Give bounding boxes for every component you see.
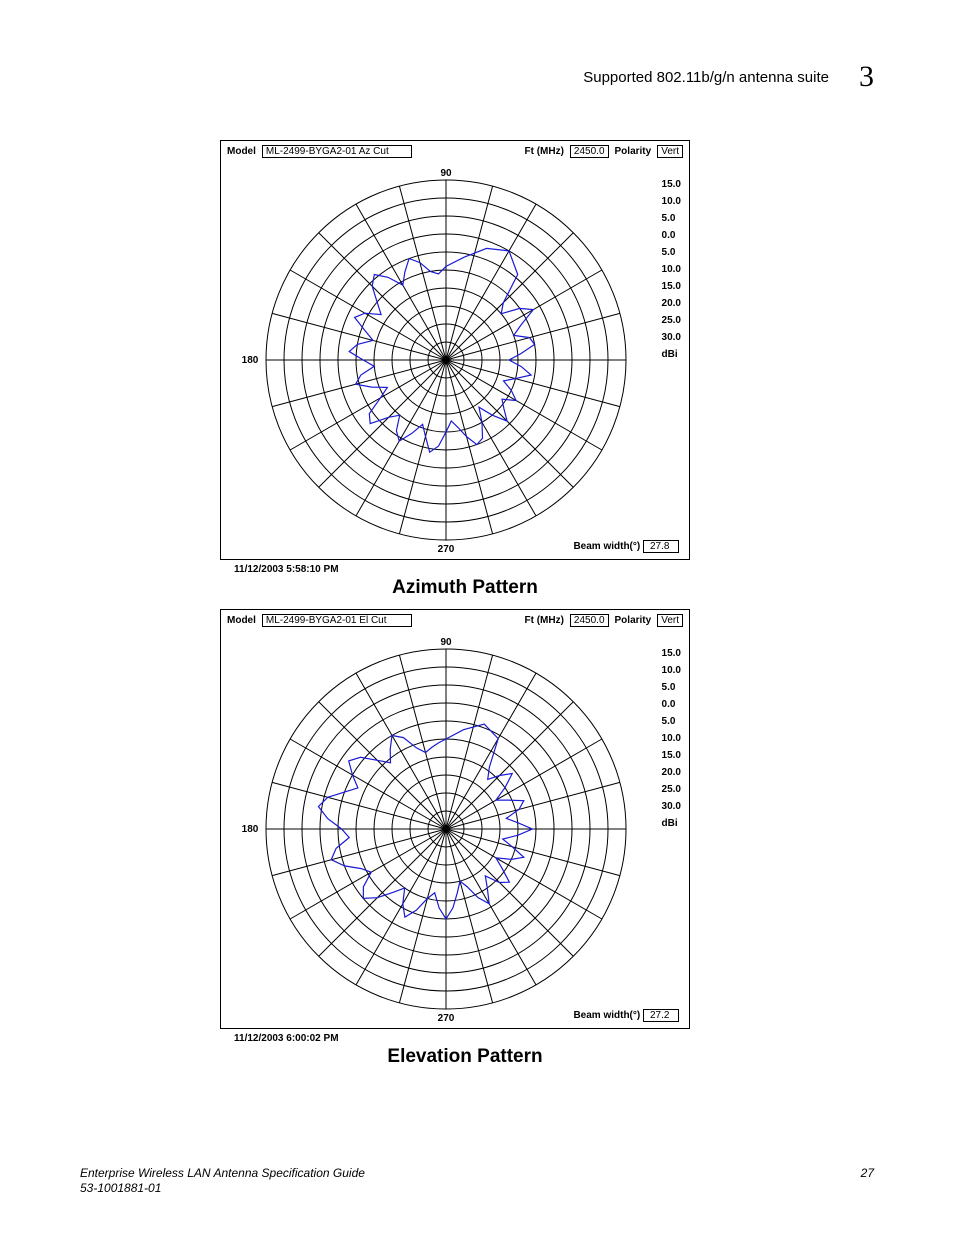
doc-title: Enterprise Wireless LAN Antenna Specific… bbox=[80, 1166, 365, 1182]
scale-column: 15.010.05.00.05.010.015.020.025.030.0dBi bbox=[662, 176, 681, 363]
model-value: ML-2499-BYGA2-01 Az Cut bbox=[262, 145, 412, 158]
chart-timestamp: 11/12/2003 5:58:10 PM bbox=[234, 564, 710, 575]
scale-label: 5.0 bbox=[662, 210, 681, 227]
scale-label: 25.0 bbox=[662, 781, 681, 798]
model-label: Model bbox=[227, 146, 256, 157]
footer-left: Enterprise Wireless LAN Antenna Specific… bbox=[80, 1166, 365, 1197]
model-value: ML-2499-BYGA2-01 El Cut bbox=[262, 614, 412, 627]
scale-label: 20.0 bbox=[662, 295, 681, 312]
freq-label: Ft (MHz) bbox=[524, 146, 563, 157]
page-header: Supported 802.11b/g/n antenna suite 3 bbox=[583, 60, 874, 94]
scale-label: 10.0 bbox=[662, 193, 681, 210]
svg-text:90: 90 bbox=[440, 637, 452, 648]
beam-width-row: Beam width(°) 27.8 bbox=[573, 540, 679, 553]
beam-width-row: Beam width(°) 27.2 bbox=[573, 1009, 679, 1022]
doc-number: 53-1001881-01 bbox=[80, 1181, 365, 1197]
section-title: Supported 802.11b/g/n antenna suite bbox=[583, 69, 829, 86]
scale-label: dBi bbox=[662, 815, 681, 832]
polar-chart: 90 180 270 bbox=[231, 165, 671, 560]
scale-label: 15.0 bbox=[662, 278, 681, 295]
freq-value: 2450.0 bbox=[570, 145, 609, 158]
scale-label: 0.0 bbox=[662, 227, 681, 244]
scale-label: 5.0 bbox=[662, 244, 681, 261]
scale-label: 15.0 bbox=[662, 176, 681, 193]
chart-block: Model ML-2499-BYGA2-01 Az Cut Ft (MHz) 2… bbox=[220, 140, 710, 599]
page-footer: Enterprise Wireless LAN Antenna Specific… bbox=[80, 1166, 874, 1197]
beam-value: 27.8 bbox=[643, 540, 679, 553]
scale-label: 5.0 bbox=[662, 713, 681, 730]
beam-label: Beam width(°) bbox=[573, 1010, 640, 1021]
scale-label: 0.0 bbox=[662, 696, 681, 713]
chart-meta-row: Model ML-2499-BYGA2-01 Az Cut Ft (MHz) 2… bbox=[221, 141, 689, 162]
svg-text:270: 270 bbox=[438, 544, 455, 555]
chapter-number: 3 bbox=[859, 60, 874, 94]
beam-label: Beam width(°) bbox=[573, 541, 640, 552]
scale-label: 30.0 bbox=[662, 798, 681, 815]
chart-meta-row: Model ML-2499-BYGA2-01 El Cut Ft (MHz) 2… bbox=[221, 610, 689, 631]
chart-title: Elevation Pattern bbox=[220, 1046, 710, 1068]
charts-container: Model ML-2499-BYGA2-01 Az Cut Ft (MHz) 2… bbox=[220, 140, 710, 1078]
chart-frame: Model ML-2499-BYGA2-01 Az Cut Ft (MHz) 2… bbox=[220, 140, 690, 560]
svg-text:180: 180 bbox=[242, 824, 259, 835]
chart-title: Azimuth Pattern bbox=[220, 577, 710, 599]
polar-chart: 90 180 270 bbox=[231, 634, 671, 1029]
model-label: Model bbox=[227, 615, 256, 626]
polarity-value: Vert bbox=[657, 614, 683, 627]
page-number: 27 bbox=[861, 1166, 874, 1197]
chart-timestamp: 11/12/2003 6:00:02 PM bbox=[234, 1033, 710, 1044]
chart-block: Model ML-2499-BYGA2-01 El Cut Ft (MHz) 2… bbox=[220, 609, 710, 1068]
freq-value: 2450.0 bbox=[570, 614, 609, 627]
polarity-label: Polarity bbox=[615, 615, 652, 626]
scale-label: 15.0 bbox=[662, 747, 681, 764]
scale-label: 10.0 bbox=[662, 261, 681, 278]
polarity-value: Vert bbox=[657, 145, 683, 158]
scale-column: 15.010.05.00.05.010.015.020.025.030.0dBi bbox=[662, 645, 681, 832]
scale-label: 10.0 bbox=[662, 662, 681, 679]
scale-label: 15.0 bbox=[662, 645, 681, 662]
chart-frame: Model ML-2499-BYGA2-01 El Cut Ft (MHz) 2… bbox=[220, 609, 690, 1029]
freq-label: Ft (MHz) bbox=[524, 615, 563, 626]
scale-label: 5.0 bbox=[662, 679, 681, 696]
polarity-label: Polarity bbox=[615, 146, 652, 157]
beam-value: 27.2 bbox=[643, 1009, 679, 1022]
scale-label: 20.0 bbox=[662, 764, 681, 781]
svg-text:180: 180 bbox=[242, 355, 259, 366]
svg-text:270: 270 bbox=[438, 1013, 455, 1024]
scale-label: 10.0 bbox=[662, 730, 681, 747]
svg-text:90: 90 bbox=[440, 168, 452, 179]
scale-label: dBi bbox=[662, 346, 681, 363]
scale-label: 30.0 bbox=[662, 329, 681, 346]
scale-label: 25.0 bbox=[662, 312, 681, 329]
